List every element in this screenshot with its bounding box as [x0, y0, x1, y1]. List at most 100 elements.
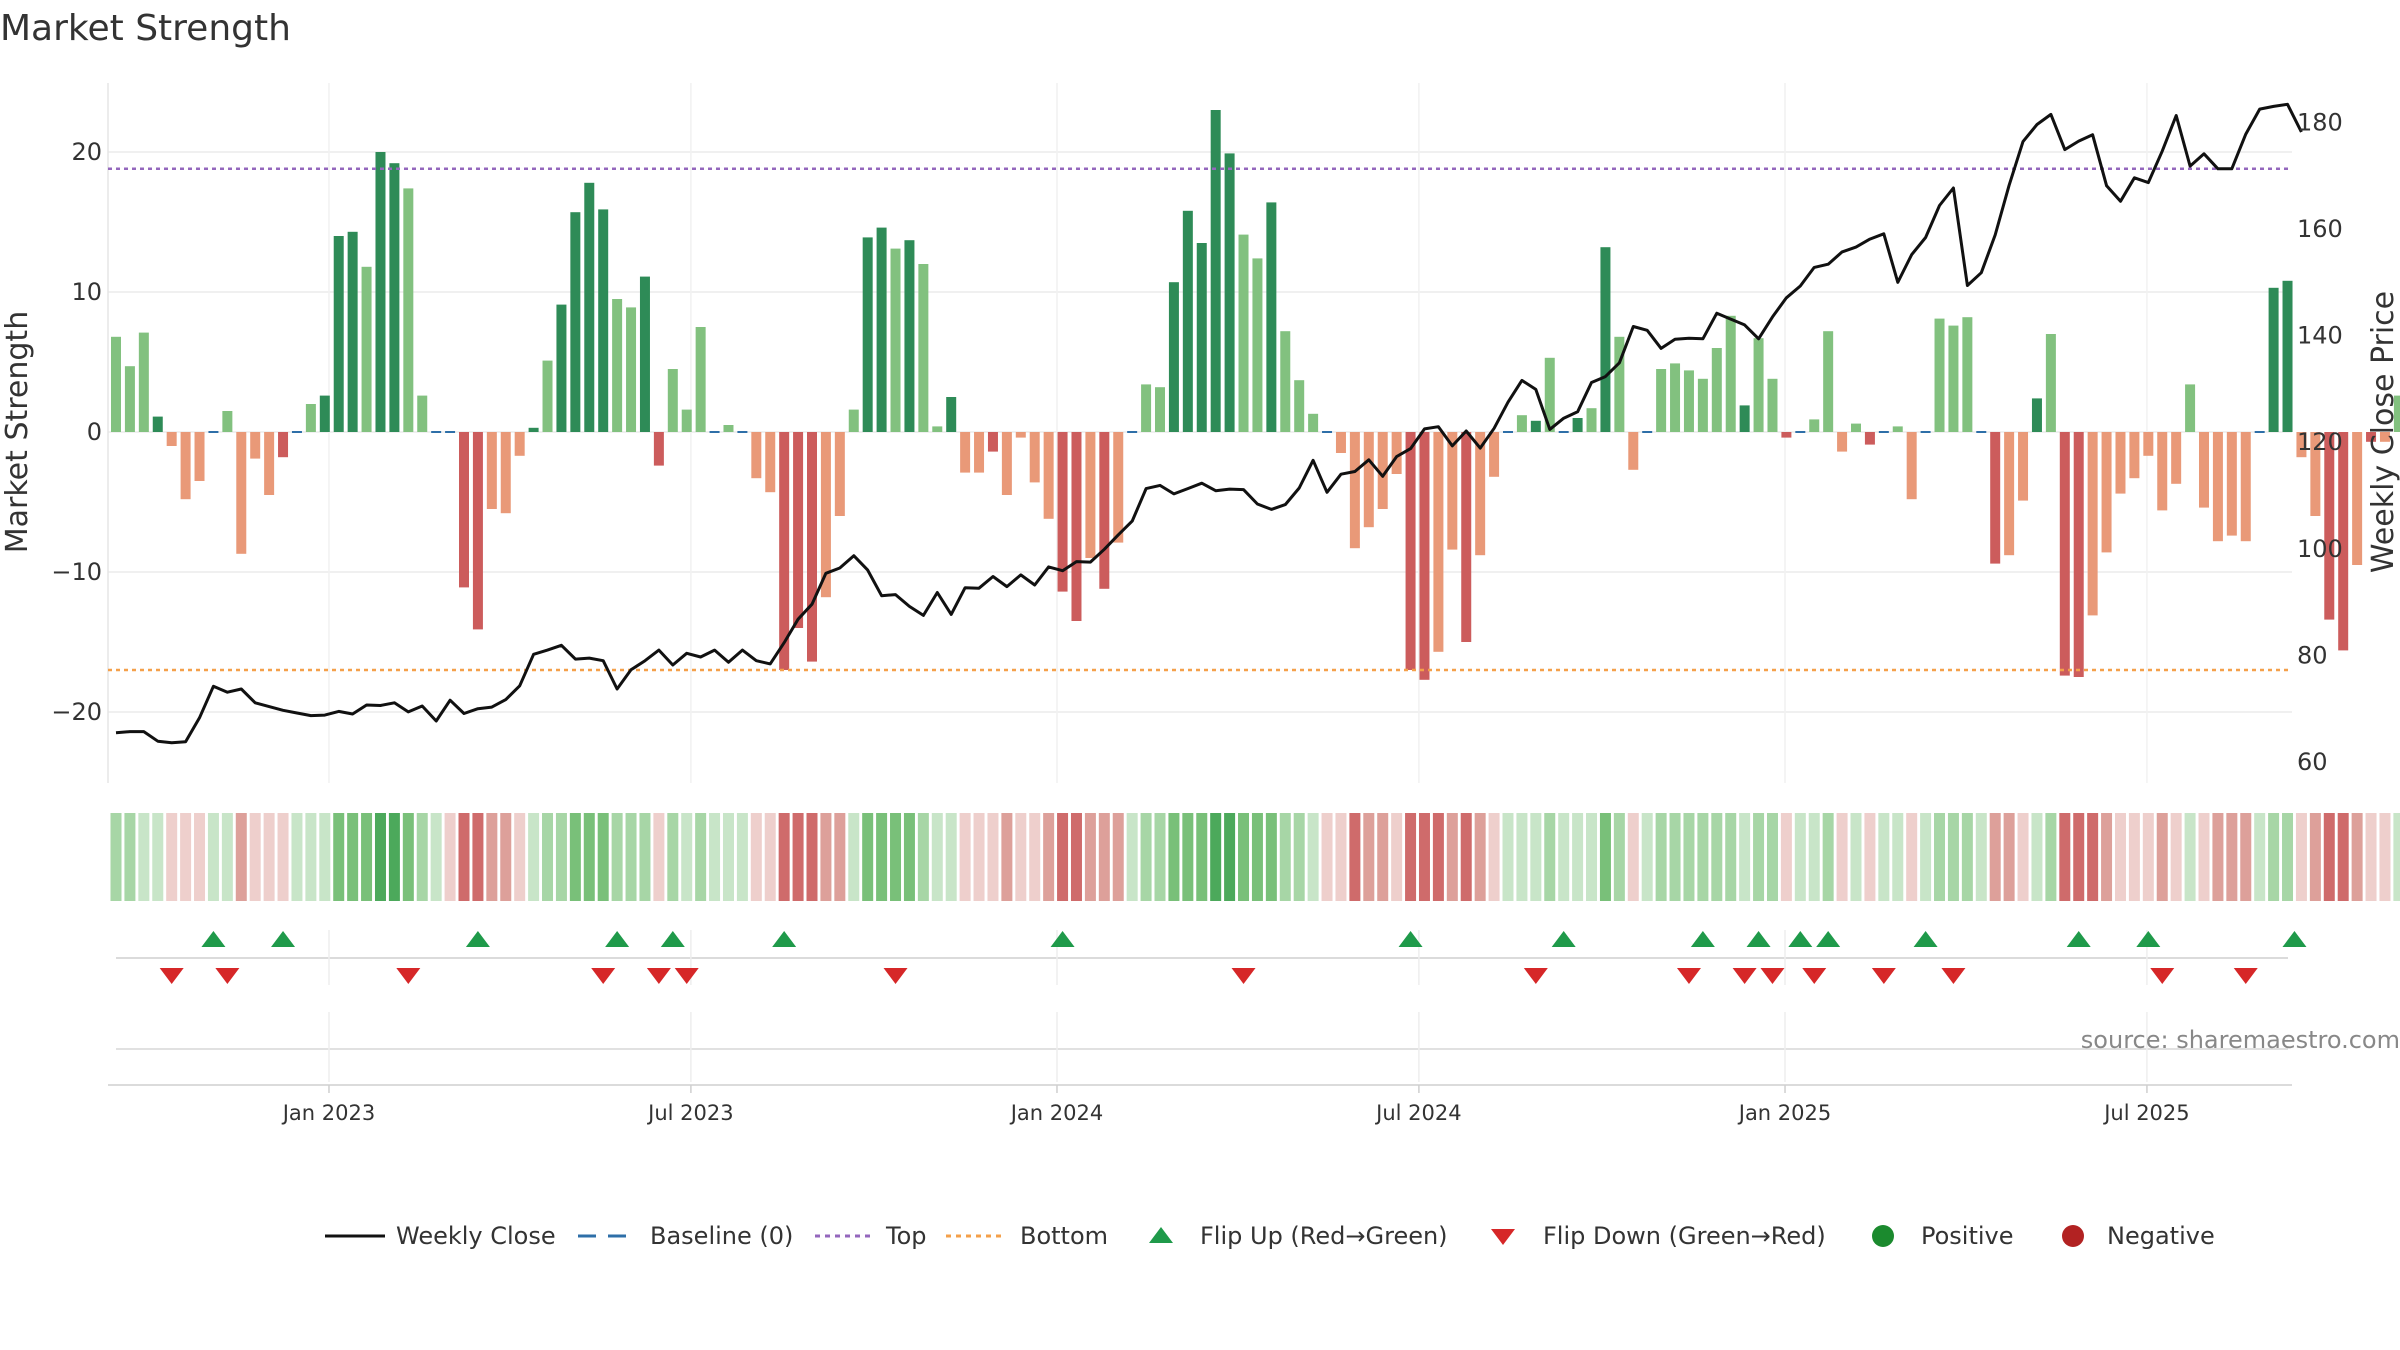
heat-cell: [2198, 813, 2210, 901]
flip-up-marker: [2282, 931, 2307, 947]
heat-cell: [1878, 813, 1890, 901]
strength-bar: [834, 432, 845, 516]
heat-cell: [1586, 813, 1598, 901]
heat-cell: [1530, 813, 1542, 901]
strength-bar: [1586, 408, 1597, 432]
flip-up-marker: [605, 931, 630, 947]
flip-down-marker: [396, 968, 421, 984]
heat-cell: [876, 813, 888, 901]
strength-bar: [1029, 432, 1040, 483]
strength-bar: [528, 427, 539, 432]
flip-up-marker: [271, 931, 296, 947]
strength-bar: [1711, 348, 1722, 432]
strength-bar: [1447, 432, 1458, 550]
price-series: [115, 102, 2303, 745]
heat-cell: [917, 813, 929, 901]
strength-bar: [1335, 432, 1346, 453]
source-label: source: sharemaestro.com: [2081, 1026, 2400, 1054]
flip-up-marker: [1050, 931, 1075, 947]
heat-cell: [1182, 813, 1194, 901]
heat-cell: [1098, 813, 1110, 901]
heat-cell: [2170, 813, 2182, 901]
strength-bar: [2045, 334, 2056, 432]
flip-up-marker: [1816, 931, 1841, 947]
heat-cell: [291, 813, 303, 901]
strength-bar: [1182, 210, 1193, 432]
strength-bar: [1781, 432, 1792, 438]
reference-lines: [108, 167, 2292, 672]
heat-cell: [2128, 813, 2140, 901]
heat-cell: [1029, 813, 1041, 901]
heat-cell: [1321, 813, 1333, 901]
heat-cell: [945, 813, 957, 901]
strength-bar: [2310, 432, 2321, 516]
strength-bar: [1851, 423, 1861, 432]
strength-bar: [1697, 378, 1708, 432]
strength-bar: [751, 432, 762, 479]
strength-bar: [2115, 432, 2126, 494]
strength-bar: [1349, 432, 1360, 549]
strength-bar: [904, 240, 915, 432]
strength-bar: [1948, 325, 1959, 432]
flip-down-marker: [646, 968, 671, 984]
strength-bar: [2143, 432, 2154, 456]
heat-cell: [2337, 813, 2349, 901]
strength-bar: [2296, 432, 2307, 458]
flip-up-marker: [1690, 931, 1715, 947]
strength-bar: [598, 209, 609, 432]
strength-bar: [1670, 363, 1681, 432]
heat-cell: [1112, 813, 1124, 901]
flip-up-marker: [1746, 931, 1771, 947]
flip-up-marker: [1398, 931, 1423, 947]
heat-cell: [1975, 813, 1987, 901]
heat-cell: [2045, 813, 2057, 901]
legend-negative-swatch: [2062, 1225, 2084, 1247]
heat-cell: [2101, 813, 2113, 901]
heat-cell: [1920, 813, 1932, 901]
strength-bar: [946, 397, 957, 432]
legend-label: Flip Down (Green→Red): [1543, 1222, 1826, 1250]
heat-cell: [764, 813, 776, 901]
strength-bar: [918, 264, 929, 432]
heat-cell: [792, 813, 804, 901]
heat-cell: [472, 813, 484, 901]
strength-bar: [1544, 357, 1555, 432]
heat-cell: [1279, 813, 1291, 901]
heat-cell: [1739, 813, 1751, 901]
heat-cell: [1349, 813, 1361, 901]
strength-bar: [1015, 432, 1026, 438]
flip-down-marker: [1871, 968, 1896, 984]
legend-label: Baseline (0): [650, 1222, 793, 1250]
heat-cell: [1641, 813, 1653, 901]
strength-bar: [319, 395, 330, 432]
y2-tick-label: 180: [2297, 108, 2343, 136]
flip-up-marker: [465, 931, 490, 947]
strength-bar: [1600, 247, 1611, 432]
flip-down-marker: [1676, 968, 1701, 984]
strength-bar: [1391, 432, 1402, 474]
heat-cell: [2295, 813, 2307, 901]
flip-down-marker: [215, 968, 240, 984]
heat-cell: [681, 813, 693, 901]
strength-bar: [876, 227, 887, 432]
heat-cell: [1794, 813, 1806, 901]
heat-cell: [2059, 813, 2071, 901]
strength-bar: [570, 212, 581, 432]
heat-cell: [1836, 813, 1848, 901]
heat-cell: [1711, 813, 1723, 901]
heat-cell: [1683, 813, 1695, 901]
y-axis-title: Market Strength: [0, 311, 35, 553]
strength-bar: [932, 426, 943, 432]
strength-bar: [375, 152, 386, 432]
y-tick-label: 20: [71, 138, 102, 166]
y2-axis-ticks: 180 160 140 120 100 80 60: [2297, 108, 2343, 776]
strength-bar: [765, 432, 776, 493]
strength-bar: [2226, 432, 2237, 536]
strength-bar: [1071, 432, 1082, 621]
strength-bar: [1377, 432, 1388, 509]
strength-bar: [1099, 432, 1110, 589]
flip-down-marker: [1231, 968, 1256, 984]
strength-bar: [2101, 432, 2112, 553]
strength-bar: [2199, 432, 2209, 508]
x-tick-label: Jul 2023: [646, 1101, 733, 1125]
